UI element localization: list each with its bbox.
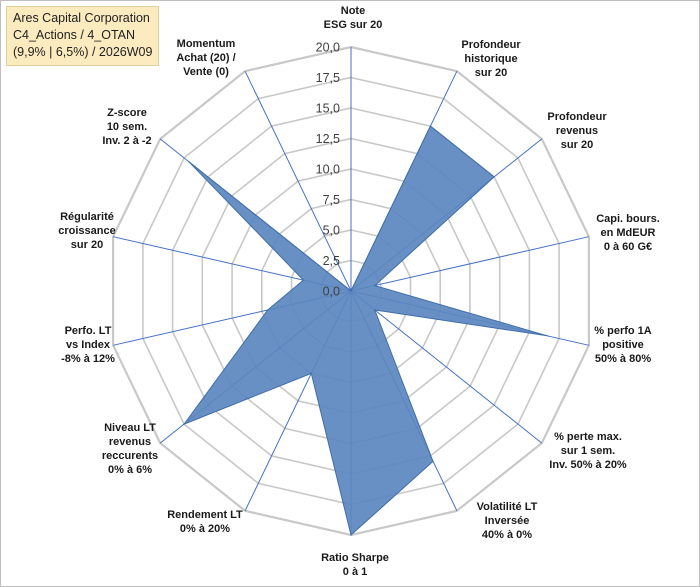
tick-label: 5,0 [323,224,340,238]
data-point [267,309,269,311]
radar-series [182,125,548,536]
data-point [310,372,312,374]
radial-tick-labels: 0,0 2,5 5,0 7,5 10,0 12,5 15,0 17,5 20,0 [316,41,340,299]
axis-label: Régularité croissance sur 20 [58,211,115,251]
tick-label: 0,0 [323,285,340,299]
axis-label: Perfo. LT vs Index -8% à 12% [61,325,115,365]
axis-label: Rendement LT 0% à 20% [167,509,243,535]
data-point [183,423,185,425]
axis-spoke [244,70,352,292]
data-point [188,161,190,163]
tick-label: 7,5 [323,193,340,207]
data-point [302,279,304,281]
axis-label: % perfo 1A positive 50% à 80% [594,325,652,365]
tick-label: 17,5 [316,71,340,85]
axis-label: Profondeur revenus sur 20 [547,111,607,151]
tick-label: 20,0 [316,41,340,55]
axis-label: Momentum Achat (20) / Vente (0) [176,38,235,78]
axis-label: % perte max. sur 1 sem. Inv. 50% à 20% [549,431,627,471]
title-line-2: C4_Actions / 4_OTAN [13,28,136,42]
data-point [546,335,548,337]
title-line-1: Ares Capital Corporation [13,11,150,25]
data-point [350,290,352,292]
series-area [182,125,548,536]
data-point [429,125,431,127]
axis-label: Niveau LT revenus reccurents 0% à 6% [102,422,158,476]
title-line-3: (9,9% | 6,5%) / 2026W09 [13,45,153,59]
data-point [350,534,352,536]
axis-labels: Note ESG sur 20 Profondeur historique sur 20… [58,5,660,578]
axis-spoke [350,236,590,292]
tick-label: 10,0 [316,163,340,177]
data-point [374,285,376,287]
data-point [374,309,376,311]
tick-label: 2,5 [323,254,340,268]
chart-title-box: Ares Capital Corporation C4_Actions / 4_… [6,6,160,66]
axis-label: Z-score 10 sem. Inv. 2 à -2 [102,107,151,147]
data-point [432,460,434,462]
axis-label: Ratio Sharpe 0 à 1 [321,552,389,578]
axis-spoke [350,290,543,444]
tick-label: 12,5 [316,132,340,146]
axis-label: Capi. bours. en MdEUR 0 à 60 G€ [596,213,660,253]
axis-label: Volatilité LT Inversée 40% à 0% [477,501,538,541]
axis-label: Profondeur historique sur 20 [461,39,521,79]
axis-label: Note ESG sur 20 [324,5,383,31]
data-point [493,176,495,178]
tick-label: 15,0 [316,102,340,116]
